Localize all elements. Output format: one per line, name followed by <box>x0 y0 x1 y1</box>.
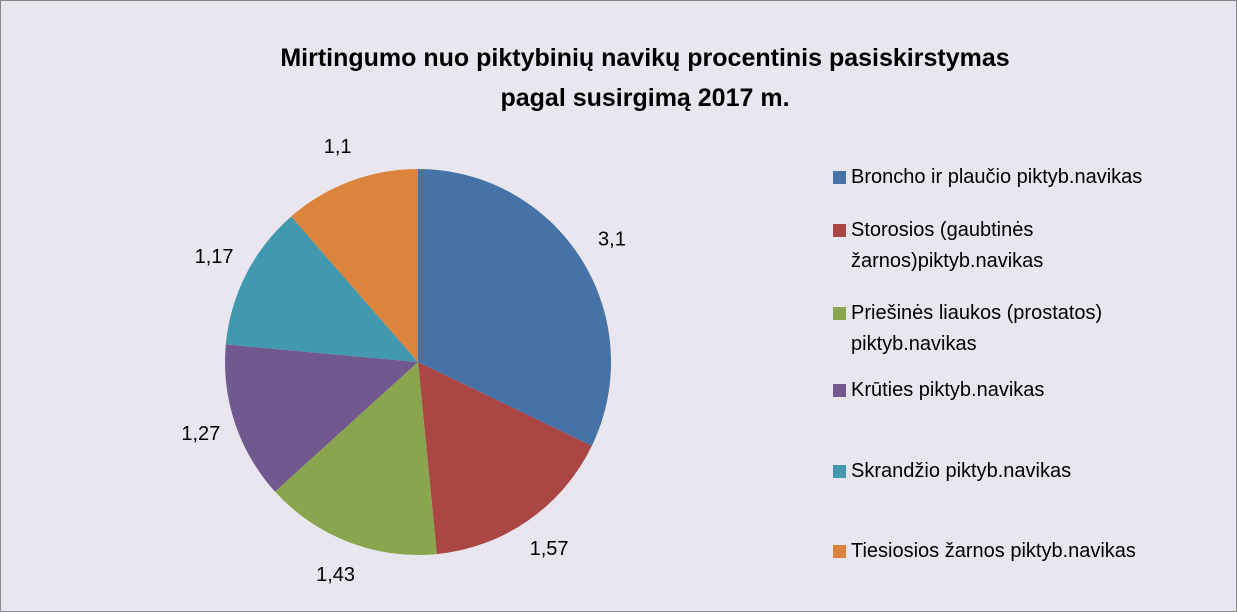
legend-swatch <box>833 307 846 320</box>
data-label: 1,43 <box>316 564 355 586</box>
legend-label: Broncho ir plaučio piktyb.navikas <box>851 166 1143 188</box>
pie-slice <box>291 169 418 362</box>
pie-slice <box>225 344 418 492</box>
legend-label: Priešinės liaukos (prostatos) piktyb.nav… <box>851 302 1103 355</box>
legend-label: Tiesiosios žarnos piktyb.navikas <box>851 540 1136 562</box>
pie-slice <box>418 362 592 555</box>
legend-swatch <box>833 545 846 558</box>
legend-item: Tiesiosios žarnos piktyb.navikas <box>833 536 1228 567</box>
legend-item: Storosios (gaubtinės žarnos)piktyb.navik… <box>833 215 1228 277</box>
pie-slice <box>225 216 418 362</box>
pie-slice <box>275 362 437 555</box>
legend-item: Skrandžio piktyb.navikas <box>833 456 1228 487</box>
data-label: 1,27 <box>181 423 220 445</box>
legend-label: Skrandžio piktyb.navikas <box>851 460 1072 482</box>
pie-slice <box>418 169 611 446</box>
legend-label: Krūties piktyb.navikas <box>851 379 1045 401</box>
data-label: 1,57 <box>530 538 569 560</box>
legend-item: Krūties piktyb.navikas <box>833 375 1228 406</box>
data-label: 3,1 <box>598 229 626 251</box>
data-label: 1,17 <box>195 246 234 268</box>
legend-swatch <box>833 465 846 478</box>
legend-swatch <box>833 224 846 237</box>
legend-item: Priešinės liaukos (prostatos) piktyb.nav… <box>833 298 1228 360</box>
legend-swatch <box>833 171 846 184</box>
data-label: 1,1 <box>324 136 352 158</box>
chart-title: Mirtingumo nuo piktybinių navikų procent… <box>280 44 1010 112</box>
legend-swatch <box>833 384 846 397</box>
legend-item: Broncho ir plaučio piktyb.navikas <box>833 162 1228 193</box>
legend-label: Storosios (gaubtinės žarnos)piktyb.navik… <box>851 219 1044 272</box>
